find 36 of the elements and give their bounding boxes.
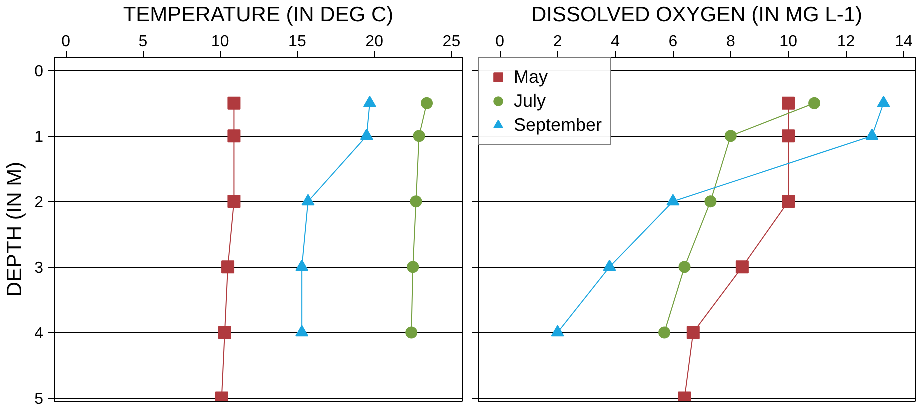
x-tick-label: 15 <box>288 34 306 50</box>
x-tick-label: 4 <box>611 34 620 50</box>
y-tick-label: 4 <box>34 326 44 343</box>
x-tick-label: 25 <box>442 34 461 50</box>
legend-label: September <box>514 114 602 136</box>
legend-label: July <box>514 90 546 112</box>
legend-label: May <box>514 66 548 88</box>
y-tick-label: 0 <box>34 64 44 81</box>
point <box>551 325 564 337</box>
x-tick-label: 20 <box>366 34 384 50</box>
x-tick-label: 0 <box>496 34 505 50</box>
point <box>782 195 796 208</box>
x-tick-label: 0 <box>62 34 71 50</box>
x-axis-title: TEMPERATURE (IN DEG C) <box>123 4 394 26</box>
x-tick-label: 5 <box>138 34 148 50</box>
x-tick-label: 8 <box>726 34 736 50</box>
y-tick-label: 5 <box>34 391 44 406</box>
point <box>678 261 691 274</box>
point <box>603 260 616 272</box>
y-tick-label: 1 <box>34 129 44 146</box>
x-tick-label: 10 <box>780 34 798 50</box>
y-tick-label: 2 <box>34 194 44 212</box>
y-axis-title: DEPTH (IN M) <box>4 162 27 298</box>
point <box>686 326 700 340</box>
point <box>736 260 749 274</box>
x-tick-label: 12 <box>837 34 856 50</box>
x-tick-label: 2 <box>553 34 562 50</box>
point <box>724 130 737 142</box>
point <box>704 196 717 208</box>
point <box>658 326 671 339</box>
point <box>782 130 796 143</box>
x-axis-title: DISSOLVED OXYGEN (IN MG L-1) <box>531 4 863 26</box>
x-tick-label: 10 <box>211 34 230 50</box>
x-tick-label: 6 <box>668 34 678 50</box>
x-tick-label: 14 <box>895 34 913 50</box>
y-tick-label: 3 <box>34 260 44 278</box>
